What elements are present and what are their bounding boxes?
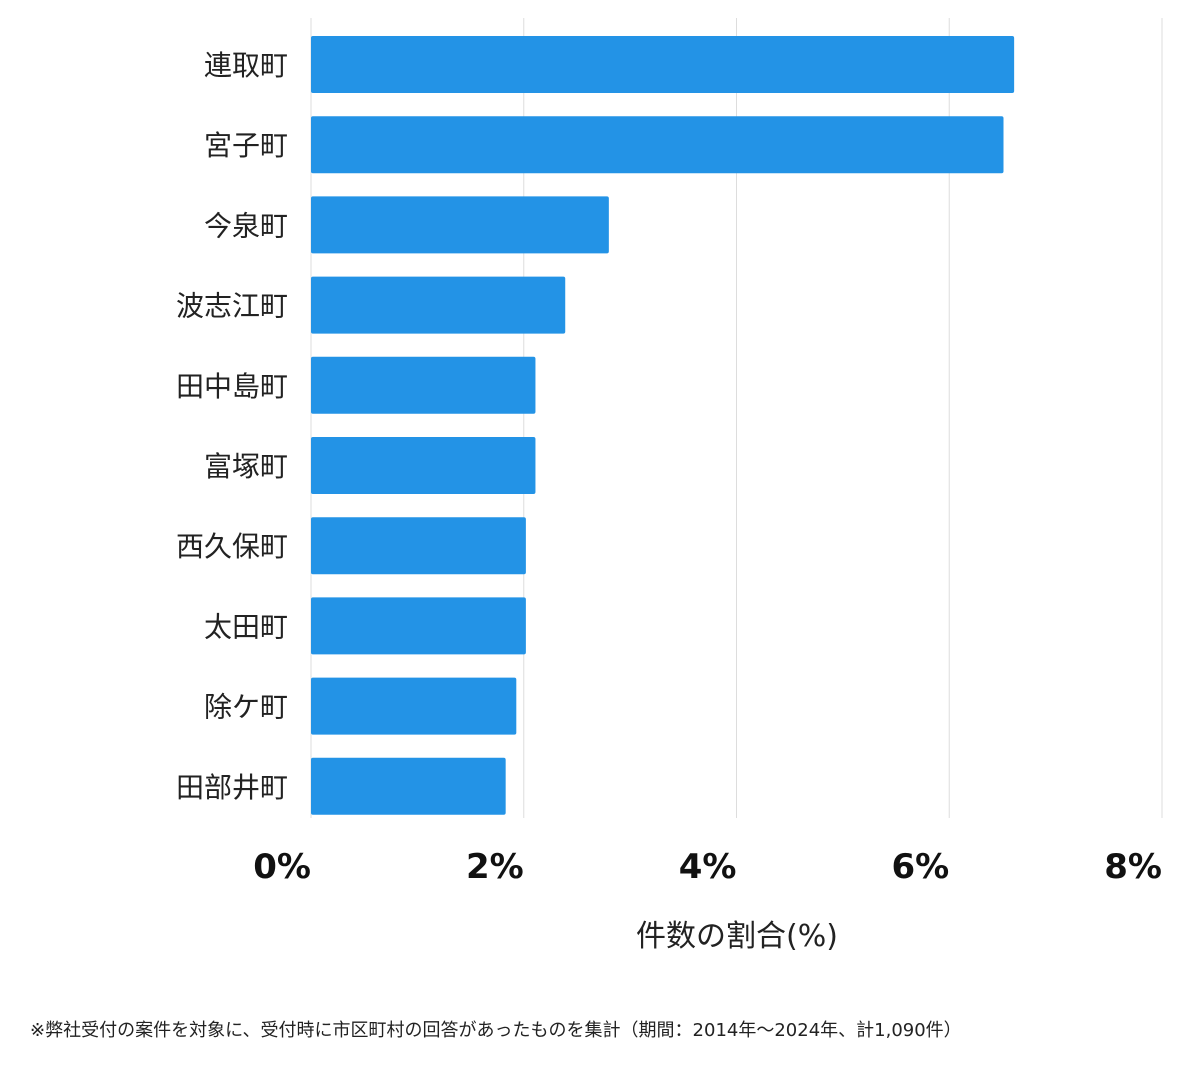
category-label: 富塚町 (204, 450, 288, 483)
category-label: 宮子町 (204, 129, 288, 162)
x-tick-label: 8% (1104, 847, 1162, 887)
category-label: 田中島町 (176, 370, 288, 403)
bar (311, 517, 526, 575)
category-label: 田部井町 (176, 771, 288, 804)
bar (311, 597, 526, 655)
footnote: ※弊社受付の案件を対象に、受付時に市区町村の回答があったものを集計（期間：201… (30, 1020, 962, 1041)
x-tick-label: 0% (253, 847, 311, 887)
x-tick-label: 2% (466, 847, 524, 887)
category-label: 除ケ町 (204, 691, 288, 724)
x-axis-title: 件数の割合(%) (636, 919, 838, 954)
category-label: 今泉町 (204, 209, 288, 242)
bar (311, 276, 566, 334)
bar (311, 356, 536, 414)
category-label: 連取町 (204, 49, 288, 82)
bar (311, 677, 517, 735)
category-label: 波志江町 (176, 290, 288, 323)
x-tick-label: 4% (679, 847, 737, 887)
bar (311, 757, 506, 815)
bar-chart: 0% 2% 4% 6% 8% 連取町宮子町今泉町波志江町田中島町富塚町西久保町太田町除ケ町… (176, 18, 1163, 954)
category-label: 太田町 (204, 610, 288, 643)
category-label: 西久保町 (176, 530, 288, 563)
bar (311, 196, 609, 254)
bar (311, 437, 536, 494)
bar (311, 36, 1015, 93)
bar (311, 116, 1004, 174)
x-tick-label: 6% (892, 847, 950, 887)
